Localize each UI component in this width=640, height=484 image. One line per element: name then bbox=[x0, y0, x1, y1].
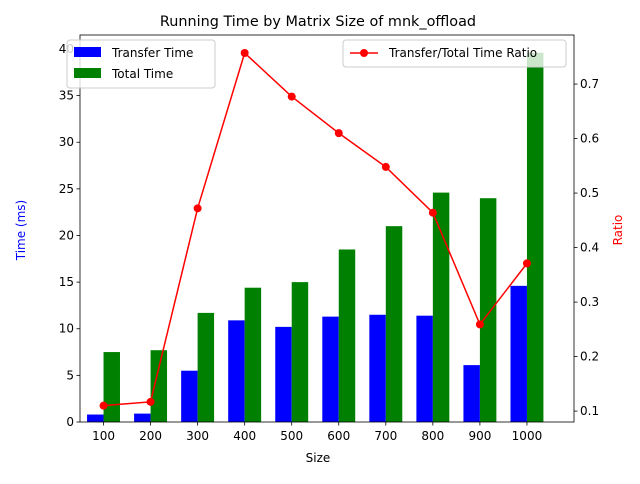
y2-tick-label: 0.6 bbox=[580, 132, 599, 146]
legend-swatch bbox=[74, 68, 101, 78]
legend-left-box bbox=[66, 39, 216, 89]
ratio-point bbox=[287, 92, 296, 101]
bar-transfer-time bbox=[322, 316, 339, 422]
x-tick-label: 300 bbox=[186, 429, 209, 443]
x-tick-label: 800 bbox=[421, 429, 444, 443]
y-axis-label: Time (ms) bbox=[14, 200, 28, 262]
ratio-point bbox=[428, 208, 437, 217]
y2-tick-label: 0.7 bbox=[580, 77, 599, 91]
y2-tick-label: 0.4 bbox=[580, 241, 599, 255]
bar-total-time bbox=[103, 352, 120, 422]
y2-tick-label: 0.5 bbox=[580, 186, 599, 200]
x-tick-label: 700 bbox=[374, 429, 397, 443]
ratio-point bbox=[522, 259, 531, 268]
legend-marker bbox=[360, 49, 368, 57]
bar-transfer-time bbox=[228, 320, 245, 422]
bar-total-time bbox=[479, 198, 497, 422]
bar-transfer-time bbox=[463, 365, 480, 422]
bar-total-time bbox=[197, 312, 215, 422]
y2-tick-label: 0.1 bbox=[580, 404, 599, 418]
y-tick-label: 20 bbox=[59, 228, 74, 242]
ratio-point bbox=[240, 48, 249, 57]
ratio-point bbox=[381, 162, 390, 171]
x-tick-label: 1000 bbox=[512, 429, 543, 443]
bar-total-time bbox=[432, 192, 450, 422]
y-tick-label: 30 bbox=[59, 135, 74, 149]
y-tick-label: 0 bbox=[66, 415, 74, 429]
y-tick-label: 5 bbox=[66, 368, 74, 382]
x-tick-label: 400 bbox=[233, 429, 256, 443]
ratio-point bbox=[99, 401, 108, 410]
x-tick-label: 600 bbox=[327, 429, 350, 443]
plot-frame bbox=[79, 34, 575, 423]
bar-total-time bbox=[244, 287, 262, 422]
bar-total-time bbox=[150, 350, 168, 422]
plot-area: 100 200 300 400 500 600 700 800 900 1000 0 5 10 15 20 2… bbox=[59, 34, 599, 443]
legend-swatch bbox=[74, 47, 101, 57]
legend-label: Transfer/Total Time Ratio bbox=[388, 46, 537, 60]
x-tick-label: 900 bbox=[468, 429, 491, 443]
bar-total-time bbox=[385, 226, 403, 422]
bar-transfer-time bbox=[510, 285, 527, 422]
legend-label: Total Time bbox=[111, 67, 173, 81]
y-tick-label: 25 bbox=[59, 182, 74, 196]
y2-axis-label: Ratio bbox=[611, 215, 625, 246]
bar-transfer-time bbox=[275, 326, 292, 422]
y-tick-label: 15 bbox=[59, 275, 74, 289]
ratio-point bbox=[334, 129, 343, 138]
y-tick-label: 35 bbox=[59, 89, 74, 103]
x-axis-label: Size bbox=[306, 451, 331, 465]
x-tick-label: 200 bbox=[139, 429, 162, 443]
y2-tick-label: 0.3 bbox=[580, 295, 599, 309]
ratio-point bbox=[475, 320, 484, 329]
bar-total-time bbox=[291, 282, 309, 422]
bar-transfer-time bbox=[87, 414, 104, 422]
legend-label: Transfer Time bbox=[111, 46, 193, 60]
x-tick-label: 100 bbox=[92, 429, 115, 443]
ratio-point bbox=[193, 204, 202, 213]
y-tick-label: 10 bbox=[59, 322, 74, 336]
bar-total-time bbox=[338, 249, 356, 422]
x-tick-label: 500 bbox=[280, 429, 303, 443]
bar-transfer-time bbox=[416, 315, 433, 422]
ratio-point bbox=[146, 397, 155, 406]
bar-transfer-time bbox=[369, 314, 386, 422]
ratio-line bbox=[103, 51, 528, 407]
chart-title: Running Time by Matrix Size of mnk_offlo… bbox=[160, 14, 476, 30]
bar-transfer-time bbox=[181, 370, 198, 422]
y2-tick-label: 0.2 bbox=[580, 350, 599, 364]
bar-total-time bbox=[526, 52, 544, 422]
legend-right-box bbox=[342, 39, 567, 68]
bar-transfer-time bbox=[134, 413, 151, 422]
